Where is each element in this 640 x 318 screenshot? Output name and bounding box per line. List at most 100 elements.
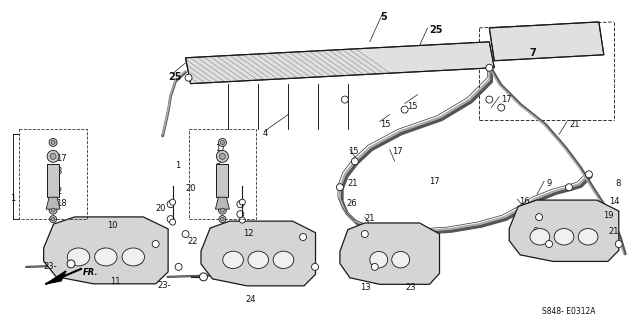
Circle shape (536, 214, 543, 221)
Circle shape (615, 240, 622, 247)
Text: 23-: 23- (43, 262, 57, 271)
Text: 17: 17 (429, 177, 440, 186)
Polygon shape (216, 197, 229, 209)
Polygon shape (509, 200, 619, 261)
Text: FR.: FR. (83, 268, 99, 277)
Text: 25: 25 (168, 72, 182, 82)
Text: 24: 24 (245, 295, 256, 304)
Circle shape (185, 74, 192, 81)
Circle shape (362, 231, 368, 238)
Text: 3: 3 (216, 157, 221, 166)
Text: 17: 17 (501, 95, 512, 104)
Text: 21: 21 (569, 120, 579, 128)
Polygon shape (216, 164, 228, 197)
Circle shape (167, 216, 174, 223)
Circle shape (341, 96, 348, 103)
Polygon shape (46, 271, 66, 284)
Text: 7: 7 (529, 48, 536, 58)
Text: 20: 20 (156, 204, 166, 213)
Circle shape (401, 106, 408, 113)
Circle shape (371, 263, 378, 270)
Text: 15: 15 (348, 148, 358, 156)
Circle shape (545, 240, 552, 247)
Text: 23: 23 (406, 283, 416, 292)
Circle shape (239, 199, 245, 205)
Ellipse shape (554, 229, 574, 245)
Circle shape (312, 263, 319, 270)
Polygon shape (490, 22, 604, 61)
Ellipse shape (122, 248, 145, 266)
Circle shape (498, 104, 505, 111)
Circle shape (50, 216, 56, 223)
Text: 10: 10 (107, 221, 117, 230)
Circle shape (486, 64, 493, 71)
Circle shape (167, 201, 174, 208)
Circle shape (51, 141, 55, 144)
Polygon shape (44, 217, 168, 284)
Circle shape (218, 206, 227, 214)
Text: 6: 6 (532, 227, 538, 236)
Text: 8: 8 (616, 179, 621, 188)
Text: 11: 11 (110, 277, 120, 286)
Ellipse shape (578, 229, 598, 245)
Text: 14: 14 (609, 197, 620, 206)
Circle shape (486, 96, 493, 103)
Circle shape (67, 260, 75, 268)
Circle shape (237, 211, 244, 218)
Polygon shape (46, 197, 60, 209)
Text: 1: 1 (10, 194, 15, 203)
Ellipse shape (530, 229, 550, 245)
Text: 9: 9 (546, 179, 551, 188)
Circle shape (220, 153, 225, 159)
Circle shape (152, 240, 159, 247)
Circle shape (49, 138, 57, 146)
Ellipse shape (370, 252, 388, 268)
Text: 21: 21 (365, 214, 375, 223)
Circle shape (566, 184, 572, 191)
Text: 4: 4 (262, 129, 268, 138)
Circle shape (221, 218, 224, 221)
Ellipse shape (248, 251, 269, 268)
Polygon shape (340, 223, 440, 284)
Text: 3: 3 (56, 167, 61, 176)
Circle shape (237, 201, 244, 208)
Ellipse shape (392, 252, 410, 268)
Text: 12: 12 (243, 229, 254, 238)
Text: 21: 21 (609, 227, 620, 236)
Text: S848- E0312A: S848- E0312A (542, 307, 596, 316)
Text: 18: 18 (216, 194, 226, 203)
Text: 15: 15 (406, 101, 417, 111)
Circle shape (586, 171, 593, 178)
Circle shape (337, 184, 344, 191)
Text: 1: 1 (175, 161, 181, 170)
Circle shape (219, 216, 226, 223)
Circle shape (200, 273, 207, 281)
Polygon shape (201, 221, 316, 286)
Circle shape (170, 199, 175, 205)
Bar (189, 129, 256, 219)
Circle shape (182, 231, 189, 238)
Circle shape (51, 208, 55, 212)
Ellipse shape (223, 251, 243, 268)
Circle shape (218, 138, 227, 146)
Text: 2: 2 (216, 181, 221, 190)
Text: 17: 17 (56, 154, 67, 163)
Circle shape (220, 208, 225, 212)
Circle shape (220, 141, 225, 144)
Ellipse shape (273, 251, 294, 268)
Circle shape (351, 158, 358, 165)
Bar (19, 129, 87, 219)
Text: 17: 17 (216, 144, 226, 153)
Polygon shape (47, 164, 59, 197)
Circle shape (49, 206, 57, 214)
Text: 13: 13 (360, 283, 371, 292)
Text: 15: 15 (380, 120, 390, 128)
Circle shape (51, 218, 55, 221)
Ellipse shape (95, 248, 117, 266)
Text: 16: 16 (519, 197, 530, 206)
Text: 5: 5 (380, 12, 387, 22)
Circle shape (50, 153, 56, 159)
Ellipse shape (67, 248, 90, 266)
Circle shape (216, 150, 228, 162)
Text: 19: 19 (603, 211, 613, 220)
